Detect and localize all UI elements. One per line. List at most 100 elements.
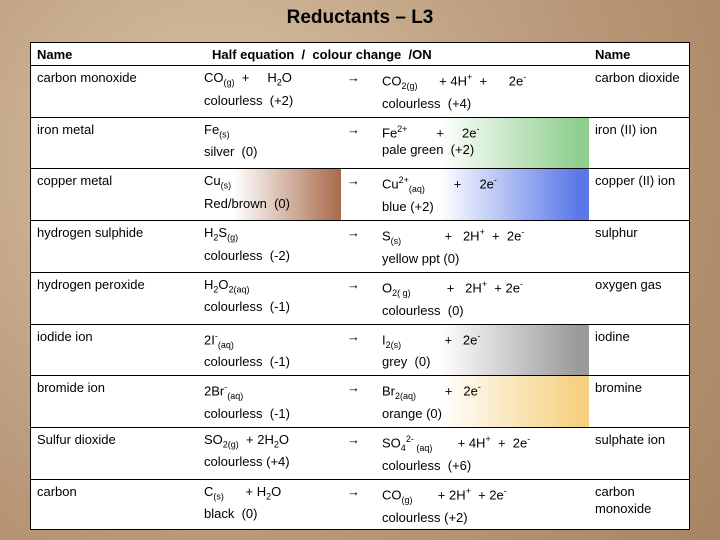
reactant-formula: 2Br-(aq): [204, 379, 335, 405]
formula-text: CO: [204, 70, 224, 85]
reactant-colour: colourless (-2): [204, 247, 290, 263]
formula-text: SO: [382, 435, 401, 451]
subscript: 2: [276, 77, 282, 88]
product-colour: colourless (+4): [382, 95, 472, 111]
header-row: Name Half equation / colour change /ON Nam…: [31, 43, 689, 65]
subscript: 2: [266, 491, 272, 502]
superscript: -: [521, 227, 525, 238]
reactant-colour: colourless (+4): [204, 454, 290, 470]
name-text: carbon dioxide: [595, 70, 680, 85]
subscript: (s): [213, 491, 224, 502]
formula-text: + 2H: [410, 280, 482, 296]
formula-text: Br: [382, 383, 395, 399]
reactant-formula: CO(g) + H2O: [204, 69, 335, 92]
subscript: (s): [219, 129, 230, 140]
formula-text: + H: [223, 483, 267, 499]
formula-text: S: [382, 228, 391, 244]
reductant-name: copper metal: [31, 169, 198, 220]
superscript: -: [477, 382, 481, 393]
superscript: -: [224, 382, 228, 393]
formula-text: + 2e: [424, 176, 494, 192]
arrow-text: →: [347, 225, 360, 241]
arrow: →: [341, 118, 376, 169]
reactant: H2S(g) colourless (-2): [198, 221, 341, 272]
subscript: 2: [273, 439, 279, 450]
formula-text: + 2H: [412, 486, 466, 502]
subscript: (s): [220, 180, 232, 191]
formula-text: 2I: [204, 331, 215, 347]
reductant-name: carbon monoxide: [31, 66, 198, 117]
formula-text: Cu: [382, 176, 399, 192]
formula-text: + 2e: [487, 280, 520, 296]
product-name: sulphate ion: [589, 428, 689, 479]
arrow: →: [341, 169, 376, 220]
reactant: Cu(s) Red/brown (0): [198, 169, 341, 221]
formula-text: + 2e: [407, 125, 477, 141]
title: Reductants – L3: [286, 7, 434, 28]
formula-text: H: [204, 225, 214, 241]
product: I2(s) + 2e-grey (0): [376, 324, 589, 376]
arrow: →: [341, 66, 376, 117]
arrow-text: →: [347, 483, 360, 499]
formula-text: Fe: [382, 125, 398, 141]
formula-text: + 4H: [417, 73, 468, 89]
superscript: -: [476, 123, 480, 134]
superscript: +: [481, 278, 488, 289]
table-row: carbon monoxide CO(g) + H2O colourless (+2…: [31, 65, 689, 117]
product: O2( g) + 2H+ + 2e-colourless (0): [376, 273, 589, 324]
formula-text: O: [278, 431, 289, 447]
arrow: →: [341, 273, 376, 324]
formula-text: + 2H: [401, 228, 480, 244]
reactant-formula: H2O2(aq): [204, 276, 335, 299]
formula-text: O: [271, 483, 282, 499]
formula-text: S: [218, 225, 228, 241]
header-cell: Name: [37, 47, 73, 62]
subscript: 2(aq): [395, 391, 417, 402]
formula-text: + 2e: [490, 435, 528, 451]
formula-text: Fe: [204, 121, 220, 137]
product-name: bromine: [589, 376, 689, 427]
product-name: copper (II) ion: [589, 169, 689, 220]
reactant-colour: colourless (-1): [204, 354, 290, 370]
reactant-formula: H2S(g): [204, 224, 335, 247]
reactant-colour: black (0): [204, 506, 258, 522]
name-text: copper (II) ion: [595, 173, 676, 189]
superscript: +: [479, 227, 485, 238]
subscript: 2: [213, 284, 219, 295]
superscript: +: [485, 433, 491, 444]
table-row: hydrogen sulphide H2S(g) colourless (-2) → S…: [31, 220, 689, 272]
product-formula: CO2(g) + 4H+ + 2e-: [382, 69, 583, 95]
table-row: iodide ion 2I-(aq) colourless (-1) → I2(s) +…: [31, 323, 689, 376]
formula-text: 2Br: [204, 383, 225, 399]
product-formula: SO42- (aq) + 4H+ + 2e-: [382, 431, 583, 457]
subscript: (aq): [408, 184, 425, 195]
formula-text: CO: [382, 486, 402, 502]
formula-text: + 2e: [470, 486, 504, 502]
formula-text: + H: [234, 70, 277, 85]
product-colour: colourless (+6): [382, 457, 472, 473]
reactant-formula: C(s) + H2O: [204, 483, 335, 506]
product-colour: colourless (+2): [382, 509, 468, 525]
superscript: +: [465, 485, 471, 496]
reactant-colour: silver (0): [204, 144, 258, 160]
formula-text: + 2e: [416, 383, 478, 399]
reactant: Fe(s) silver (0): [198, 118, 341, 169]
name-text: carbon monoxide: [37, 70, 137, 85]
product-colour: colourless (0): [382, 302, 464, 318]
name-text: copper metal: [37, 173, 113, 189]
reactant-formula: 2I-(aq): [204, 328, 335, 354]
formula-text: + 2e: [472, 73, 524, 89]
reductant-name: carbon: [31, 480, 198, 531]
formula-text: O: [218, 276, 229, 292]
reductant-name: iron metal: [31, 118, 198, 169]
subscript: (g): [223, 77, 235, 88]
product-name: carbon dioxide: [589, 66, 689, 117]
reactant: CO(g) + H2O colourless (+2): [198, 66, 341, 117]
subscript: (aq): [217, 339, 234, 350]
product: CO(g) + 2H+ + 2e-colourless (+2): [376, 480, 589, 531]
formula-text: + 4H: [432, 435, 486, 451]
arrow-text: →: [347, 276, 360, 292]
product-formula: Br2(aq) + 2e-: [382, 379, 583, 405]
reductant-name: Sulfur dioxide: [31, 428, 198, 479]
reactant-formula: SO2(g) + 2H2O: [204, 431, 335, 454]
